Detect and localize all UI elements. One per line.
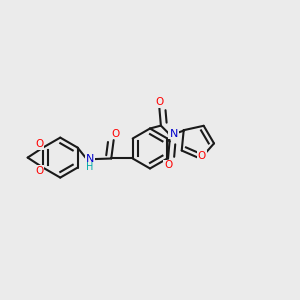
- Text: H: H: [86, 163, 93, 172]
- Text: O: O: [198, 151, 206, 161]
- Text: N: N: [85, 154, 94, 164]
- Text: O: O: [111, 128, 119, 139]
- Text: N: N: [169, 128, 178, 139]
- Text: O: O: [35, 166, 44, 176]
- Text: O: O: [164, 160, 172, 170]
- Text: O: O: [35, 139, 44, 149]
- Text: O: O: [155, 97, 164, 107]
